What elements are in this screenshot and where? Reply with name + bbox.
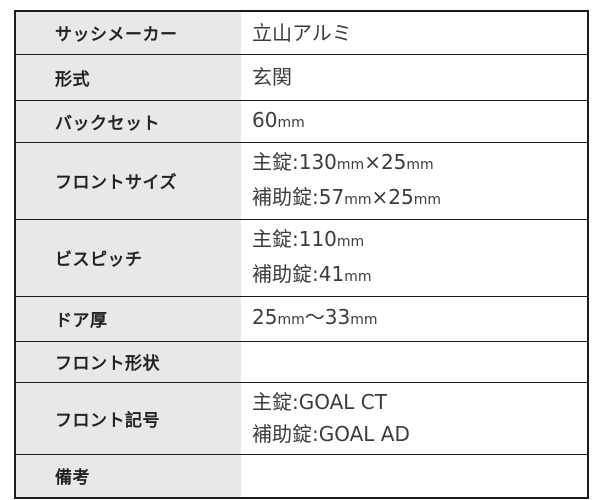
value-text: 主錠:130	[252, 149, 337, 174]
unit-mm: mm	[413, 191, 441, 208]
spec-value-line: 25mm〜33mm	[252, 301, 579, 336]
table-row: フロント記号 主錠:GOAL CT 補助錠:GOAL AD	[15, 382, 588, 454]
unit-mm: mm	[277, 114, 305, 131]
spec-value: 60mm	[241, 100, 588, 142]
table-row: 備考	[15, 454, 588, 498]
spec-value-line: 60mm	[252, 104, 579, 139]
table-row: フロント形状	[15, 341, 588, 382]
value-text: 60	[252, 107, 278, 132]
unit-mm: mm	[406, 156, 434, 173]
spec-value: 25mm〜33mm	[241, 296, 588, 341]
value-text: 補助錠:GOAL AD	[252, 422, 410, 446]
value-text: ×25	[364, 149, 407, 174]
spec-value-line: 主錠:110mm	[252, 223, 579, 258]
spec-label: 備考	[15, 454, 241, 498]
value-text: 立山アルミ	[252, 20, 352, 45]
value-text: 補助錠:57	[252, 184, 345, 209]
spec-label: フロントサイズ	[15, 142, 241, 219]
spec-table: サッシメーカー 立山アルミ 形式 玄関 バックセット 60mm フロントサイズ 主錠:130m…	[14, 10, 589, 499]
unit-mm: mm	[277, 312, 305, 328]
table-row: ビスピッチ 主錠:110mm 補助錠:41mm	[15, 219, 588, 296]
spec-label: 形式	[15, 54, 241, 100]
spec-value-line: 立山アルミ	[252, 17, 579, 49]
spec-value: 主錠:130mm×25mm 補助錠:57mm×25mm	[241, 142, 588, 219]
spec-value: 玄関	[241, 54, 588, 100]
spec-value-line: 補助錠:GOAL AD	[252, 418, 579, 450]
spec-value: 主錠:110mm 補助錠:41mm	[241, 219, 588, 296]
value-text: 〜33	[304, 305, 351, 329]
spec-table-body: サッシメーカー 立山アルミ 形式 玄関 バックセット 60mm フロントサイズ 主錠:130m…	[15, 11, 588, 498]
value-text: 玄関	[252, 65, 292, 89]
spec-value: 主錠:GOAL CT 補助錠:GOAL AD	[241, 382, 588, 454]
value-text: 主錠:GOAL CT	[252, 390, 387, 414]
unit-mm: mm	[336, 156, 365, 173]
spec-value-line: 玄関	[252, 61, 579, 93]
table-row: 形式 玄関	[15, 54, 588, 100]
unit-mm: mm	[344, 191, 372, 208]
spec-label: バックセット	[15, 100, 241, 142]
spec-value-line: 補助錠:41mm	[252, 258, 579, 293]
spec-value: 立山アルミ	[241, 11, 588, 54]
spec-label: ドア厚	[15, 296, 241, 341]
table-row: ドア厚 25mm〜33mm	[15, 296, 588, 341]
unit-mm: mm	[344, 268, 372, 285]
value-text: 補助錠:41	[252, 261, 345, 286]
value-text: 25	[252, 305, 278, 329]
table-row: バックセット 60mm	[15, 100, 588, 142]
value-text: 主錠:110	[252, 226, 337, 251]
spec-value-line: 主錠:130mm×25mm	[252, 146, 579, 181]
spec-label: サッシメーカー	[15, 11, 241, 54]
spec-value	[241, 341, 588, 382]
spec-value-line: 主錠:GOAL CT	[252, 386, 579, 418]
spec-value-line: 補助錠:57mm×25mm	[252, 181, 579, 216]
spec-label: ビスピッチ	[15, 219, 241, 296]
spec-value	[241, 454, 588, 498]
value-text: ×25	[371, 184, 414, 209]
table-row: サッシメーカー 立山アルミ	[15, 11, 588, 54]
spec-label: フロント記号	[15, 382, 241, 454]
table-row: フロントサイズ 主錠:130mm×25mm 補助錠:57mm×25mm	[15, 142, 588, 219]
unit-mm: mm	[336, 233, 365, 250]
spec-label: フロント形状	[15, 341, 241, 382]
unit-mm: mm	[350, 312, 378, 328]
